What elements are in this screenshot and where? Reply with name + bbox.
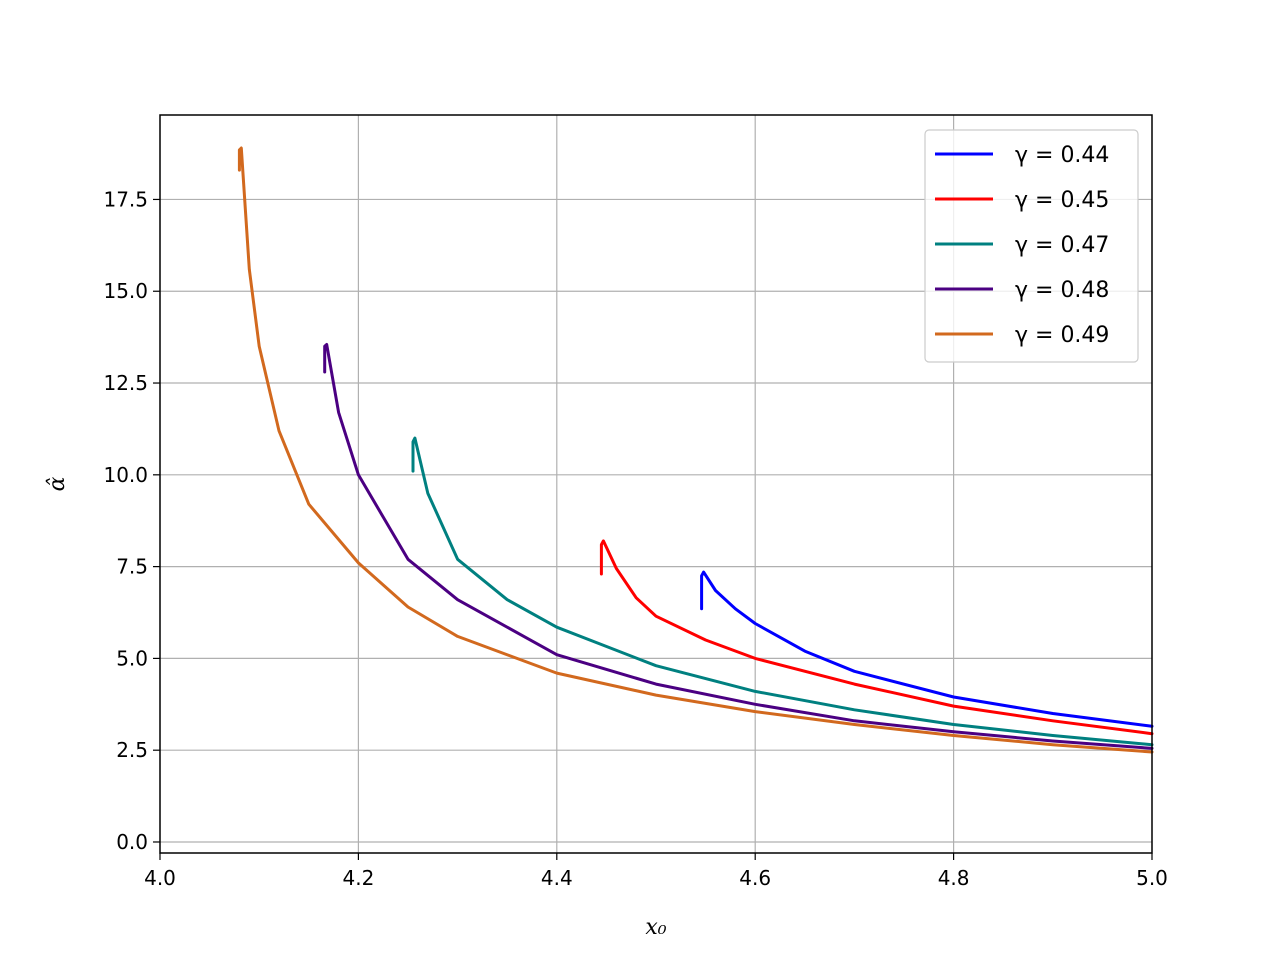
- x-tick-label: 5.0: [1136, 866, 1168, 890]
- y-tick-label: 15.0: [103, 279, 148, 303]
- y-tick-label: 10.0: [103, 463, 148, 487]
- series-line-2: [599, 539, 1154, 736]
- y-tick-label: 0.0: [116, 830, 148, 854]
- y-axis-label: α̂: [45, 476, 70, 491]
- x-axis-label: x₀: [645, 915, 666, 940]
- series-line-4: [323, 343, 1154, 750]
- x-tick-label: 4.6: [739, 866, 771, 890]
- x-tick-label: 4.8: [938, 866, 970, 890]
- y-tick-label: 17.5: [103, 187, 148, 211]
- x-axis-ticks: 4.0 4.2 4.4 4.6 4.8 5.0: [144, 853, 1168, 890]
- legend: γ = 0.44 γ = 0.45 γ = 0.47 γ = 0.48 γ = 0.49: [924, 129, 1139, 363]
- series-lines: [237, 146, 1154, 754]
- y-tick-label: 7.5: [116, 555, 148, 579]
- legend-label: γ = 0.45: [1015, 188, 1109, 213]
- series-line-3: [411, 436, 1154, 747]
- grid: [160, 115, 1152, 853]
- x-tick-label: 4.0: [144, 866, 176, 890]
- y-tick-label: 12.5: [103, 371, 148, 395]
- series-line-1: [700, 570, 1154, 728]
- legend-box: [924, 129, 1139, 363]
- y-axis-ticks: 0.0 2.5 5.0 7.5 10.0 12.5 15.0 17.5: [103, 187, 160, 854]
- x-tick-label: 4.4: [541, 866, 573, 890]
- legend-label: γ = 0.48: [1015, 278, 1109, 303]
- legend-label: γ = 0.49: [1015, 323, 1109, 348]
- legend-label: γ = 0.44: [1015, 143, 1109, 168]
- legend-label: γ = 0.47: [1015, 233, 1109, 258]
- y-tick-label: 2.5: [116, 738, 148, 762]
- plot-frame: [159, 114, 1153, 854]
- x-tick-label: 4.2: [342, 866, 374, 890]
- series-line-5: [237, 146, 1154, 754]
- y-tick-label: 5.0: [116, 646, 148, 670]
